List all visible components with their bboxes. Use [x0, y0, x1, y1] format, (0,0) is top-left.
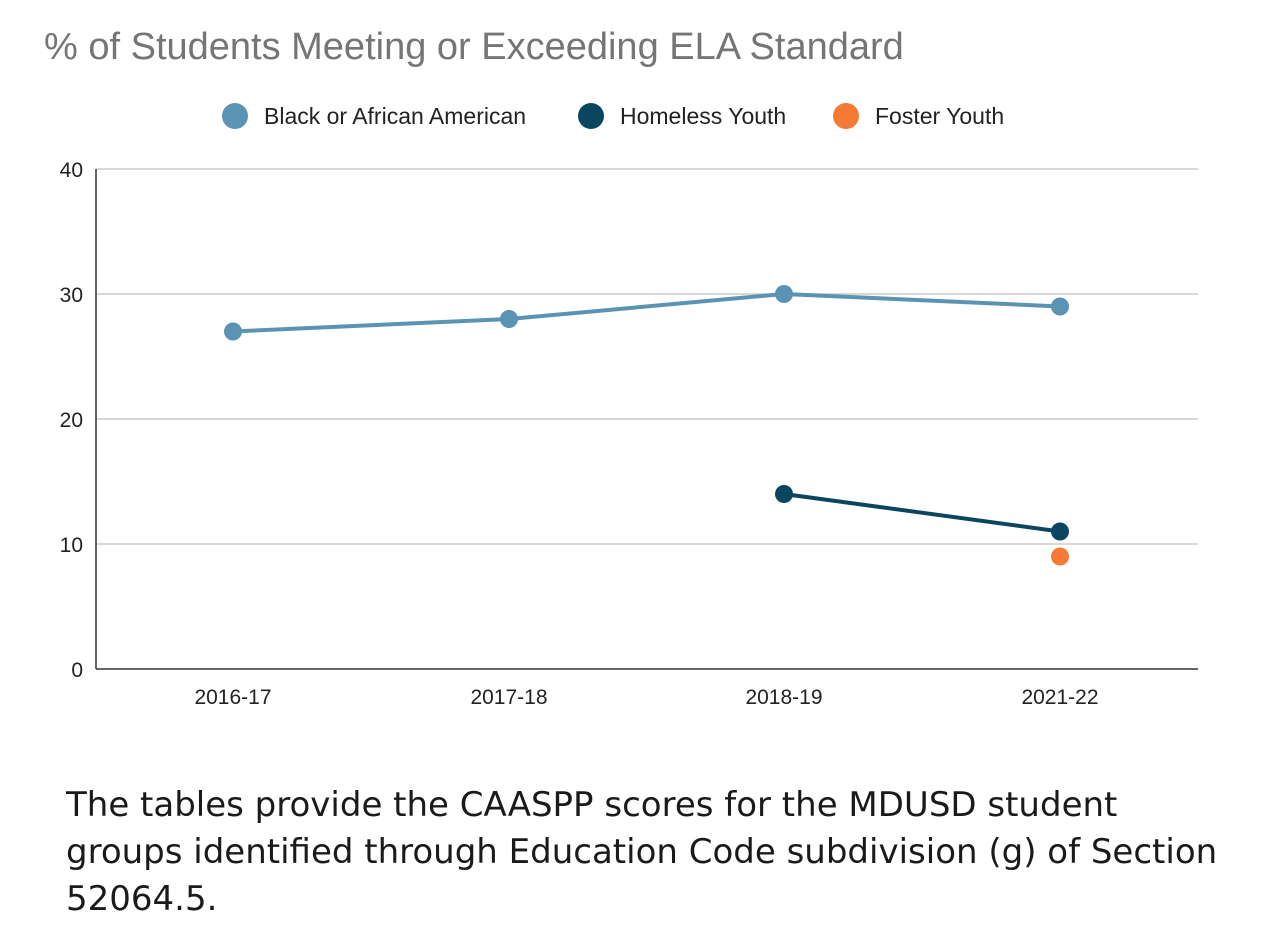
series-line-black-or-african-american [232, 292, 1061, 334]
data-point-black-or-african-american-2016-17 [224, 322, 242, 341]
data-point-homeless-youth-2021-22 [1051, 522, 1069, 541]
legend-marker-foster-youth [833, 103, 859, 129]
data-point-black-or-african-american-2017-18 [500, 310, 518, 328]
legend-label-black-or-african-american: Black or African American [264, 102, 527, 129]
legend-label-foster-youth: Foster Youth [875, 102, 1005, 129]
data-point-foster-youth-2021-22 [1051, 547, 1069, 566]
line-chart: 0 10 20 30 40 2016-17 2017-18 2018-19 2021-22 [60, 159, 1198, 709]
data-point-homeless-youth-2018-19 [775, 485, 793, 503]
y-tick-label-20: 20 [60, 409, 83, 432]
caption-text: The tables provide the CAASPP scores for… [66, 785, 1218, 919]
x-tick-label-2018-19: 2018-19 [745, 686, 822, 709]
legend-item-homeless-youth: Homeless Youth [578, 100, 786, 132]
y-tick-label-30: 30 [60, 284, 83, 307]
x-tick-label-2016-17: 2016-17 [194, 686, 271, 709]
legend-marker-black-or-african-american [222, 103, 248, 129]
series-line-homeless-youth [783, 492, 1061, 534]
chart-title: % of Students Meeting or Exceeding ELA S… [44, 26, 904, 68]
y-tick-label-10: 10 [60, 534, 83, 557]
x-tick-label-2017-18: 2017-18 [470, 686, 547, 709]
data-point-black-or-african-american-2018-19 [775, 285, 793, 303]
legend-item-foster-youth: Foster Youth [833, 100, 1004, 132]
chart-legend: Black or African American Homeless Youth… [0, 100, 1264, 132]
y-tick-label-0: 0 [71, 659, 83, 682]
y-tick-label-40: 40 [60, 159, 83, 182]
data-point-black-or-african-american-2021-22 [1051, 297, 1069, 316]
legend-label-homeless-youth: Homeless Youth [620, 102, 787, 129]
x-tick-label-2021-22: 2021-22 [1021, 686, 1098, 709]
legend-item-black-or-african-american: Black or African American [222, 100, 526, 132]
legend-marker-homeless-youth [578, 103, 604, 129]
